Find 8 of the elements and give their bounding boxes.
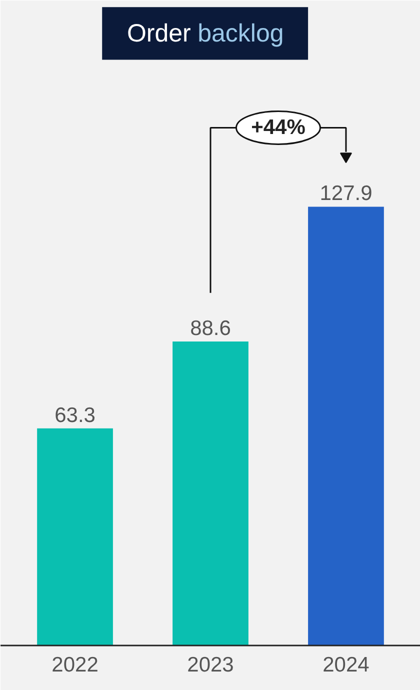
data-label: 63.3 (54, 404, 96, 427)
x-tick-label: 2024 (322, 654, 370, 676)
x-tick-label: 2023 (187, 654, 234, 676)
data-label: 127.9 (320, 182, 372, 206)
data-label: 88.6 (190, 316, 231, 340)
x-tick-label: 2022 (52, 654, 98, 676)
chart-title: Order backlog (126, 19, 284, 48)
text: +44% (251, 116, 306, 140)
